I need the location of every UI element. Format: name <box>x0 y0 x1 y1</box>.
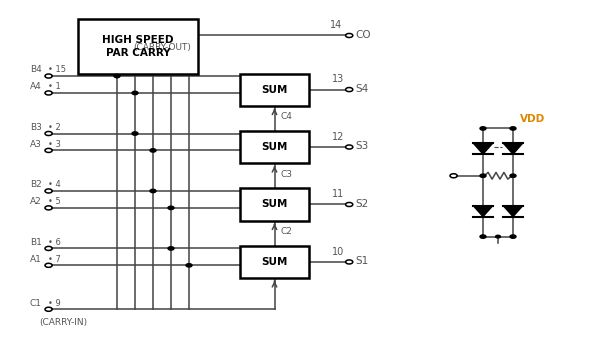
Text: SUM: SUM <box>262 142 287 152</box>
Circle shape <box>168 206 174 210</box>
Circle shape <box>480 174 486 177</box>
Text: • 6: • 6 <box>48 238 61 247</box>
Text: 14: 14 <box>330 20 342 30</box>
Circle shape <box>480 235 486 238</box>
Text: 10: 10 <box>332 246 344 257</box>
FancyBboxPatch shape <box>78 19 198 74</box>
Circle shape <box>114 74 120 78</box>
Text: C3: C3 <box>281 170 293 178</box>
Polygon shape <box>503 143 523 154</box>
Circle shape <box>510 174 516 177</box>
Polygon shape <box>473 143 493 154</box>
Text: C4: C4 <box>281 112 292 121</box>
Text: SUM: SUM <box>262 257 287 267</box>
Text: SUM: SUM <box>262 84 287 95</box>
Text: B2: B2 <box>30 180 42 189</box>
Circle shape <box>480 127 486 130</box>
Text: S2: S2 <box>356 199 369 209</box>
Text: C2: C2 <box>281 227 292 236</box>
Text: B4: B4 <box>30 65 42 74</box>
Text: • 3: • 3 <box>48 140 61 149</box>
Circle shape <box>168 247 174 250</box>
Circle shape <box>150 189 156 193</box>
Polygon shape <box>473 206 493 217</box>
Text: 11: 11 <box>332 189 344 199</box>
Text: 12: 12 <box>332 131 344 142</box>
FancyBboxPatch shape <box>240 74 309 105</box>
Text: CO: CO <box>356 30 371 40</box>
Circle shape <box>510 127 516 130</box>
Text: • 5: • 5 <box>48 197 61 206</box>
Circle shape <box>132 91 138 95</box>
Text: 13: 13 <box>332 74 344 84</box>
Text: • 7: • 7 <box>48 255 61 264</box>
Text: C1: C1 <box>30 298 42 308</box>
Circle shape <box>132 132 138 135</box>
Text: • 1: • 1 <box>48 82 61 91</box>
Circle shape <box>150 149 156 152</box>
Text: (CARRY-OUT): (CARRY-OUT) <box>133 43 191 52</box>
Text: SUM: SUM <box>262 199 287 210</box>
Text: S4: S4 <box>356 84 369 94</box>
Text: VDD: VDD <box>520 114 545 124</box>
Text: B1: B1 <box>30 238 42 247</box>
FancyBboxPatch shape <box>240 189 309 220</box>
Text: • 2: • 2 <box>48 123 61 132</box>
Circle shape <box>496 235 500 238</box>
Circle shape <box>510 235 516 238</box>
Circle shape <box>186 264 192 267</box>
Text: • 4: • 4 <box>48 180 61 189</box>
Text: (CARRY-IN): (CARRY-IN) <box>39 318 87 327</box>
Text: B3: B3 <box>30 123 42 132</box>
Polygon shape <box>503 206 523 217</box>
Text: A3: A3 <box>30 140 42 149</box>
Text: A4: A4 <box>30 82 42 91</box>
Text: • 9: • 9 <box>48 298 61 308</box>
Text: A1: A1 <box>30 255 42 264</box>
FancyBboxPatch shape <box>240 131 309 163</box>
Text: S1: S1 <box>356 256 369 266</box>
Text: HIGH SPEED
PAR CARRY: HIGH SPEED PAR CARRY <box>102 35 174 58</box>
Text: S3: S3 <box>356 141 369 151</box>
FancyBboxPatch shape <box>240 246 309 278</box>
Text: • 15: • 15 <box>48 65 66 74</box>
Text: A2: A2 <box>30 197 42 206</box>
